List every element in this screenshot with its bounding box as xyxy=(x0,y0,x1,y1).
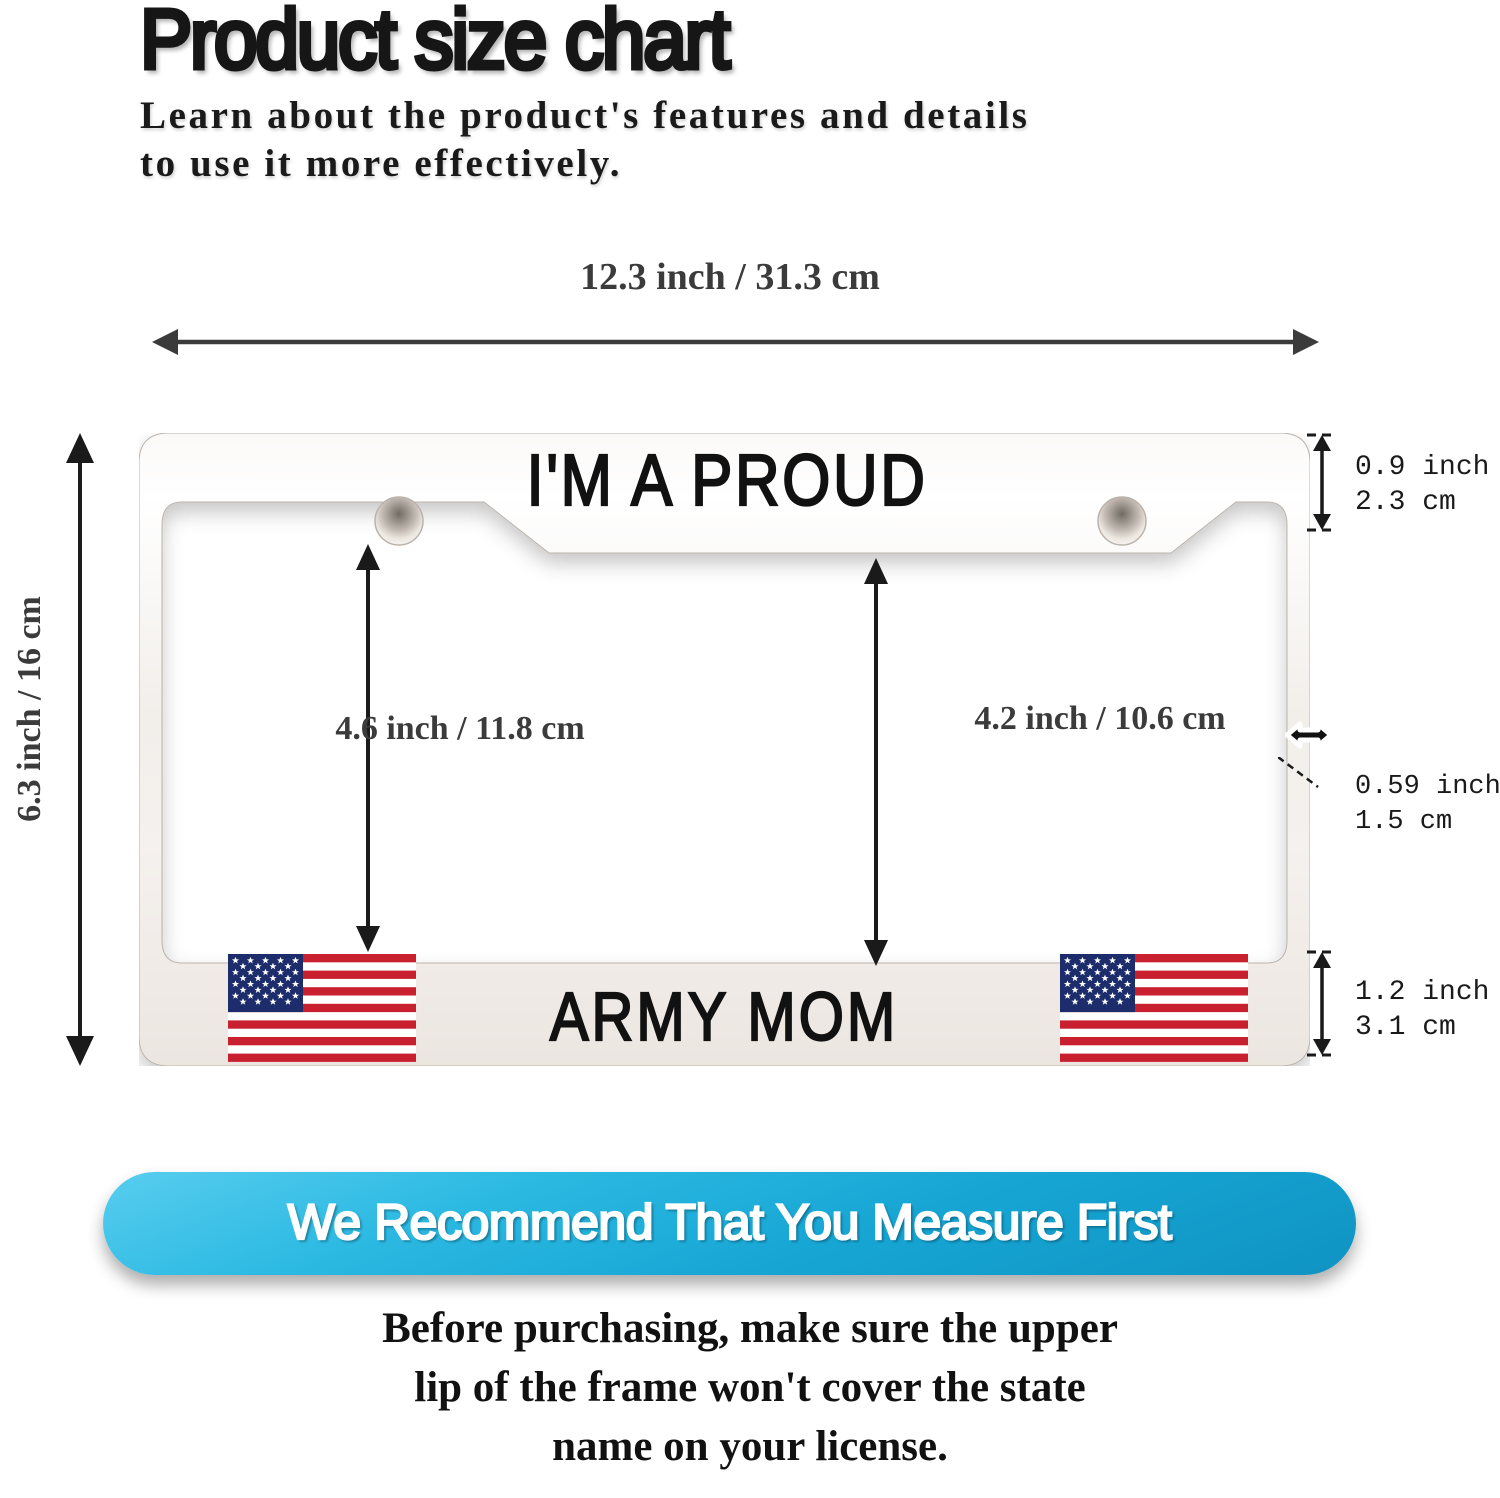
svg-text:I'M A PROUD: I'M A PROUD xyxy=(526,440,927,521)
svg-text:ARMY MOM: ARMY MOM xyxy=(548,980,898,1056)
